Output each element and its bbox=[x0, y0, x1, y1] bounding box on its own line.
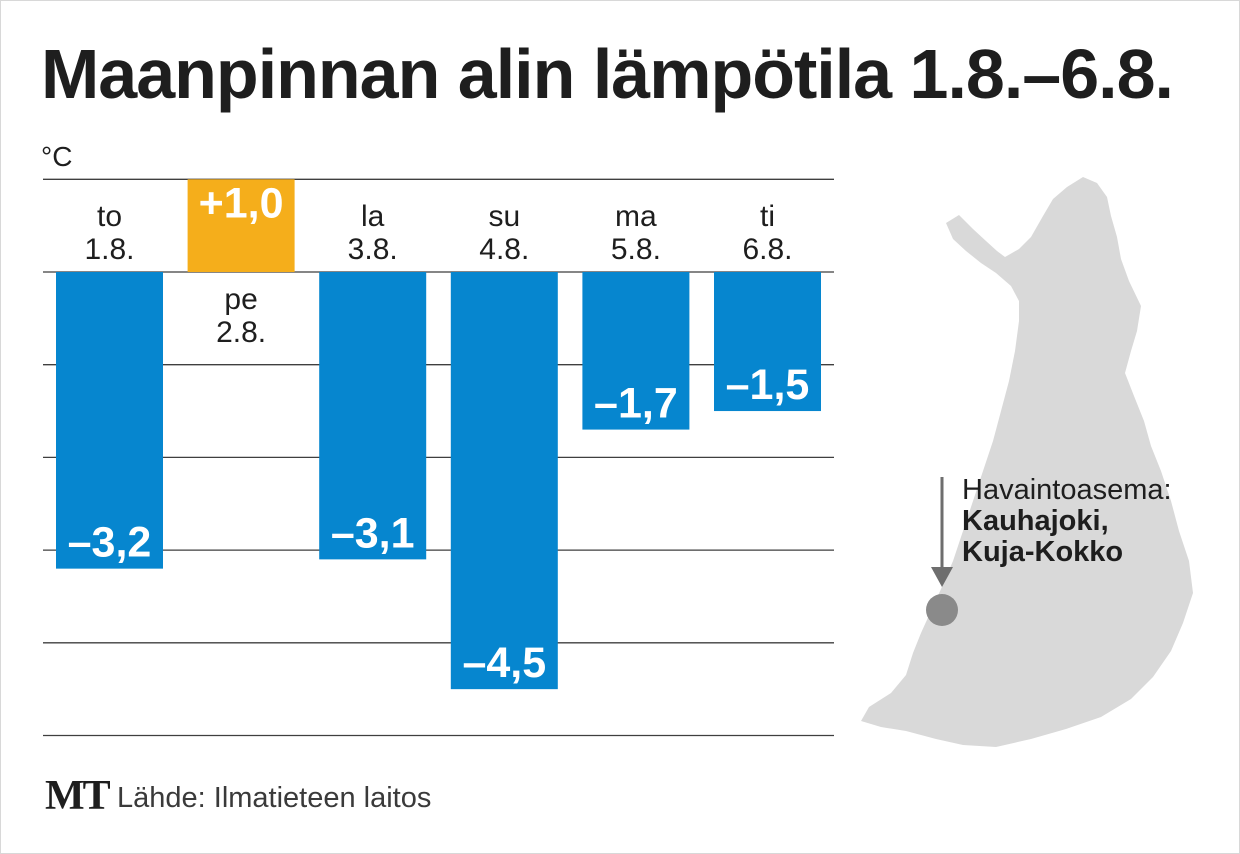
value-label-3: –4,5 bbox=[462, 639, 546, 687]
gridlines bbox=[43, 178, 834, 737]
finland-map: Havaintoasema: Kauhajoki, Kuja-Kokko bbox=[861, 177, 1193, 747]
category-date-2: 3.8. bbox=[348, 233, 398, 266]
y-axis-unit-label: °C bbox=[41, 141, 72, 172]
station-name-line-2: Kuja-Kokko bbox=[962, 536, 1123, 568]
finland-map-shape bbox=[861, 177, 1193, 747]
value-label-1: +1,0 bbox=[199, 179, 284, 227]
bar-0 bbox=[56, 272, 163, 569]
station-name-line-1: Kauhajoki, bbox=[962, 505, 1109, 537]
bar-1 bbox=[187, 179, 295, 272]
value-label-4: –1,7 bbox=[594, 380, 678, 428]
bar-5 bbox=[714, 272, 821, 412]
value-labels: –3,2 +1,0 –3,1 –4,5 –1,7 –1,5 bbox=[68, 179, 810, 687]
category-date-0: 1.8. bbox=[84, 233, 134, 266]
mt-logo: MT bbox=[45, 773, 111, 819]
bar-2 bbox=[319, 272, 427, 560]
bars bbox=[56, 179, 821, 690]
station-arrow-head bbox=[931, 567, 953, 587]
category-labels: to1.8. pe2.8. la3.8. su4.8. ma5.8. ti6.8. bbox=[84, 200, 792, 349]
value-label-5: –1,5 bbox=[726, 361, 810, 409]
station-label: Havaintoasema: bbox=[962, 474, 1172, 506]
category-day-5: ti bbox=[760, 200, 775, 233]
station-marker bbox=[926, 594, 958, 626]
category-date-3: 4.8. bbox=[479, 233, 529, 266]
category-day-3: su bbox=[488, 200, 520, 233]
source-credit: Lähde: Ilmatieteen laitos bbox=[117, 782, 431, 814]
bar-4 bbox=[582, 272, 690, 430]
bar-3 bbox=[450, 272, 558, 690]
category-day-4: ma bbox=[615, 200, 657, 233]
category-date-4: 5.8. bbox=[611, 233, 661, 266]
category-day-1: pe bbox=[224, 283, 257, 316]
category-date-1: 2.8. bbox=[216, 316, 266, 349]
category-day-2: la bbox=[361, 200, 385, 233]
value-label-0: –3,2 bbox=[68, 519, 152, 567]
category-day-0: to bbox=[97, 200, 122, 233]
category-date-5: 6.8. bbox=[742, 233, 792, 266]
chart-title: Maanpinnan alin lämpötila 1.8.–6.8. bbox=[41, 35, 1173, 113]
value-label-2: –3,1 bbox=[331, 509, 415, 557]
